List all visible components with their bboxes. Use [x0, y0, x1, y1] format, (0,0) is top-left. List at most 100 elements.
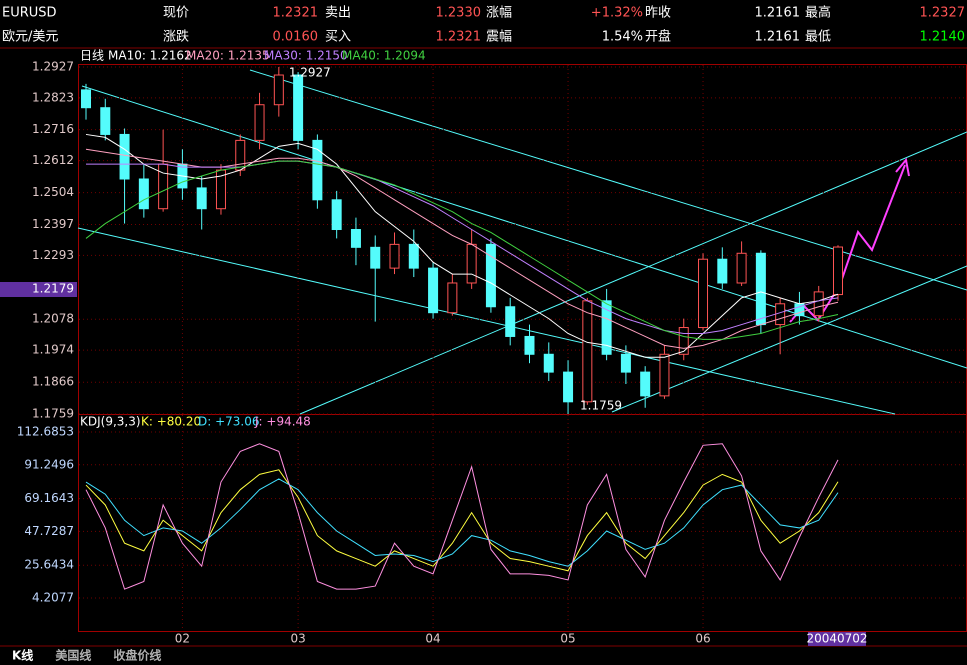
candle-body	[196, 187, 207, 210]
tab[interactable]: K线	[12, 648, 33, 663]
y-tick-label: 91.2496	[24, 457, 74, 471]
trend-line	[77, 227, 896, 415]
field-label: 最高	[805, 5, 831, 21]
tab[interactable]: 美国线	[55, 648, 91, 663]
candle-body	[505, 306, 516, 337]
candle-body	[717, 258, 728, 284]
field-value: 1.2321	[273, 6, 319, 21]
y-tick-label: 1.1866	[32, 375, 74, 389]
x-tick-label: 02	[175, 632, 190, 646]
y-tick-label: 4.2077	[32, 591, 74, 605]
date-box	[808, 632, 866, 646]
legend-entry: K: +80.20	[141, 415, 201, 429]
candle-body	[755, 252, 766, 326]
y-tick-label: 1.2716	[32, 122, 74, 136]
candle-body	[312, 139, 323, 201]
candle-body	[408, 243, 419, 269]
candle-body	[158, 163, 169, 210]
y-tick-label: 69.1643	[24, 491, 74, 505]
candle-body	[466, 243, 477, 284]
field-value: 0.0160	[273, 30, 319, 45]
legend-entry: MA10: 1.2162	[108, 49, 192, 63]
y-tick-label: 25.6434	[24, 558, 74, 572]
candle-body	[736, 252, 747, 284]
y-tick-label: 1.2397	[32, 217, 74, 231]
ma-line	[85, 133, 839, 358]
legend-entry: MA20: 1.2135	[186, 49, 270, 63]
symbol: 欧元/美元	[2, 30, 58, 45]
y-tick-label: 1.1974	[32, 343, 74, 357]
field-label: 震幅	[486, 30, 512, 45]
indicator-line	[85, 469, 839, 572]
x-tick-label: 04	[425, 632, 440, 646]
candle-body	[447, 282, 458, 314]
field-label: 买入	[325, 30, 351, 45]
y-tick-label: 1.2078	[32, 312, 74, 326]
candle-body	[235, 139, 246, 171]
field-value: 1.2140	[920, 30, 966, 45]
legend-entry: MA30: 1.2150	[264, 49, 348, 63]
field-label: 昨收	[645, 6, 671, 21]
trend-line	[249, 69, 967, 291]
candle-body	[524, 335, 535, 355]
x-tick-label: 06	[695, 632, 710, 646]
y-tick-label: 1.2927	[32, 60, 74, 74]
ma-line	[85, 160, 839, 340]
field-label: 涨幅	[486, 6, 512, 21]
arrow-head	[895, 157, 910, 177]
candle-body	[100, 107, 111, 135]
candle-body	[698, 258, 709, 329]
candle-body	[640, 371, 651, 397]
field-label: 涨跌	[163, 29, 189, 45]
x-tick-label: 05	[560, 632, 575, 646]
candle-body	[601, 300, 612, 355]
x-tick-label: 20040702	[806, 632, 867, 646]
y-tick-label: 1.2612	[32, 153, 74, 167]
legend-entry: MA40: 1.2094	[342, 49, 426, 63]
y-tick-label: 112.6853	[17, 425, 74, 439]
field-value: 1.2330	[436, 6, 482, 21]
candle-body	[813, 291, 824, 317]
candle-body	[563, 371, 574, 403]
field-value: +1.32%	[591, 6, 643, 21]
legend-entry: D: +73.06	[198, 415, 260, 429]
chart-title: KDJ(9,3,3)	[80, 415, 141, 429]
current-price-box	[0, 282, 77, 297]
y-tick-label: 1.2504	[32, 185, 74, 199]
y-tick-label: 1.2823	[32, 90, 74, 104]
trend-line	[81, 85, 967, 369]
field-label: 开盘	[645, 29, 671, 45]
candle-body	[389, 243, 400, 269]
legend-entry: J: +94.48	[254, 415, 311, 429]
candle-body	[138, 178, 149, 210]
high-label: 1.2927	[289, 66, 331, 80]
current-price: 1.2179	[32, 282, 74, 296]
trend-lines	[77, 69, 967, 415]
candle-body	[620, 353, 631, 373]
field-value: 1.2161	[755, 6, 801, 21]
y-tick-label: 1.1759	[32, 407, 74, 421]
candle-body	[485, 243, 496, 308]
trend-line	[611, 265, 967, 413]
candle-body	[833, 246, 843, 296]
tab[interactable]: 收盘价线	[113, 648, 161, 663]
candle-body	[428, 267, 439, 314]
candle-body	[350, 229, 361, 248]
candle-body	[582, 300, 593, 403]
field-value: 1.2321	[436, 30, 482, 45]
y-tick-label: 1.2293	[32, 248, 74, 262]
trend-line	[299, 131, 967, 415]
ma-line	[86, 160, 839, 334]
x-tick-label: 03	[290, 632, 305, 646]
candle-body	[273, 74, 284, 106]
chart-title: 日线	[80, 49, 104, 63]
candle-body	[331, 199, 342, 231]
candle-body	[659, 353, 670, 397]
y-tick-label: 47.7287	[24, 524, 74, 538]
field-label: 现价	[163, 6, 189, 21]
symbol: EURUSD	[2, 6, 57, 21]
candle-body	[370, 246, 381, 269]
candle-body	[293, 74, 304, 141]
low-label: 1.1759	[580, 399, 622, 413]
